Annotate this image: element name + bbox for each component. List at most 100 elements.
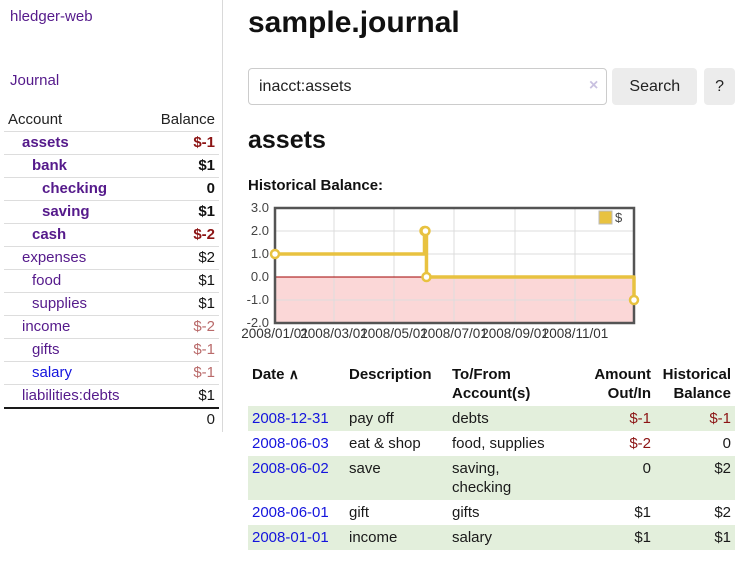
transaction-balance: $1: [714, 529, 731, 546]
legend-label: $: [615, 210, 623, 225]
transaction-balance: $2: [714, 460, 731, 477]
account-row: income $-2: [4, 315, 219, 339]
x-axis-tick-label: 2008/11/01: [542, 326, 609, 341]
y-axis-tick-label: 1.0: [251, 246, 269, 261]
accounts-total-row: 0: [4, 408, 219, 431]
register-header-balance[interactable]: Historical Balance: [662, 366, 731, 402]
y-axis-tick-label: 2.0: [251, 223, 269, 238]
transaction-description: eat & shop: [349, 435, 421, 452]
search-input[interactable]: [248, 68, 608, 105]
transaction-date-cell: 2008-06-01: [248, 500, 345, 525]
account-row: bank $1: [4, 154, 219, 178]
transaction-accounts: debts: [452, 410, 489, 427]
transaction-date-link[interactable]: 2008-06-01: [252, 504, 329, 521]
sidebar-account-link[interactable]: checking: [42, 180, 108, 197]
transaction-date-cell: 2008-06-02: [248, 456, 345, 500]
account-balance: $-1: [193, 341, 215, 358]
app-title-link[interactable]: hledger-web: [10, 8, 93, 25]
account-row: salary $-1: [4, 361, 219, 385]
register-header-amount[interactable]: Amount Out/In: [594, 366, 651, 402]
sidebar-account-link[interactable]: assets: [22, 134, 69, 151]
chart-title: Historical Balance:: [248, 177, 384, 194]
transaction-date-cell: 2008-06-03: [248, 431, 345, 456]
sidebar-item-journal[interactable]: Journal: [10, 72, 60, 89]
transaction-amount: $-1: [629, 410, 651, 427]
transaction-accounts: salary: [452, 529, 493, 546]
x-axis-tick-label: 2008/05/01: [360, 326, 428, 341]
account-balance: $-2: [193, 226, 215, 243]
transaction-date-link[interactable]: 2008-01-01: [252, 529, 329, 546]
sidebar-account-link[interactable]: salary: [32, 364, 73, 381]
y-axis-tick-label: -1.0: [247, 292, 269, 307]
account-balance: $1: [198, 157, 215, 174]
help-button[interactable]: ?: [704, 68, 735, 105]
x-axis-tick-label: 2008/03/01: [300, 326, 368, 341]
transaction-accounts: gifts: [452, 504, 480, 521]
transaction-amount: $1: [634, 504, 651, 521]
accounts-table: Account Balance assets $-1 bank $1 checking 0…: [4, 109, 219, 431]
data-point-marker: [421, 271, 432, 283]
sidebar-account-link[interactable]: liabilities:debts: [22, 387, 120, 404]
sidebar-account-link[interactable]: food: [32, 272, 62, 289]
y-axis-tick-label: -2.0: [247, 315, 269, 330]
clear-search-icon[interactable]: ×: [589, 77, 599, 94]
account-balance: $2: [198, 249, 215, 266]
transaction-accounts: food, supplies: [452, 435, 545, 452]
account-row: supplies $1: [4, 292, 219, 316]
page-title: sample.journal: [248, 6, 460, 39]
transaction-balance: $2: [714, 504, 731, 521]
x-axis-tick-label: 2008/01/01: [241, 326, 309, 341]
register-row: 2008-01-01 income salary $1 $1: [248, 525, 735, 550]
sidebar-account-link[interactable]: income: [22, 318, 71, 335]
transaction-date-link[interactable]: 2008-06-03: [252, 435, 329, 452]
account-balance: $-1: [193, 134, 215, 151]
accounts-header-balance: Balance: [160, 111, 215, 128]
transaction-date-cell: 2008-12-31: [248, 406, 345, 431]
transaction-amount: 0: [642, 460, 651, 477]
transaction-description: save: [349, 460, 381, 477]
sidebar: hledger-web Journal Account Balance asse…: [0, 0, 223, 432]
account-balance: $-1: [193, 364, 215, 381]
transaction-date-link[interactable]: 2008-06-02: [252, 460, 329, 477]
register-header-accounts[interactable]: To/From Account(s): [452, 366, 531, 402]
historical-balance-chart: 3.0 2.0 1.0 0.0 -1.0 -2.0 2008/01/01 2008/03/01…: [241, 200, 735, 344]
transaction-amount: $1: [634, 529, 651, 546]
register-row: 2008-06-03 eat & shop food, supplies $-2 0: [248, 431, 735, 456]
sidebar-account-link[interactable]: bank: [32, 157, 68, 174]
data-point-marker: [420, 225, 431, 237]
y-axis-tick-label: 0.0: [251, 269, 269, 284]
register-header-date[interactable]: Date ∧: [252, 366, 299, 383]
account-balance: $1: [198, 295, 215, 312]
legend-swatch: [598, 210, 613, 225]
sidebar-account-link[interactable]: expenses: [22, 249, 87, 266]
x-axis-tick-label: 2008/07/01: [420, 326, 488, 341]
account-balance: 0: [206, 180, 215, 197]
register-row: 2008-12-31 pay off debts $-1 $-1: [248, 406, 735, 431]
account-row: assets $-1: [4, 131, 219, 155]
account-row: liabilities:debts $1: [4, 384, 219, 409]
transaction-date-link[interactable]: 2008-12-31: [252, 410, 329, 427]
sidebar-account-link[interactable]: cash: [32, 226, 67, 243]
register-header-description[interactable]: Description: [349, 366, 432, 383]
plot-border: [273, 206, 636, 325]
sort-ascending-icon: ∧: [288, 366, 299, 382]
account-row: saving $1: [4, 200, 219, 224]
account-heading: assets: [248, 126, 326, 154]
register-table: Date ∧ Description To/From Account(s) Am…: [248, 362, 735, 550]
sidebar-account-link[interactable]: supplies: [32, 295, 88, 312]
sidebar-account-link[interactable]: gifts: [32, 341, 60, 358]
transaction-balance: $-1: [709, 410, 731, 427]
search-button[interactable]: Search: [612, 68, 698, 105]
register-row: 2008-06-02 save saving, checking 0 $2: [248, 456, 735, 500]
y-axis-tick-label: 3.0: [251, 200, 269, 215]
transaction-description: pay off: [349, 410, 394, 427]
account-balance: $1: [198, 203, 215, 220]
account-balance: $1: [198, 387, 215, 404]
account-balance: $1: [198, 272, 215, 289]
accounts-header-account: Account: [8, 111, 63, 128]
sidebar-account-link[interactable]: saving: [42, 203, 90, 220]
account-row: cash $-2: [4, 223, 219, 247]
transaction-balance: 0: [722, 435, 731, 452]
accounts-total-value: 0: [206, 411, 215, 428]
account-balance: $-2: [193, 318, 215, 335]
